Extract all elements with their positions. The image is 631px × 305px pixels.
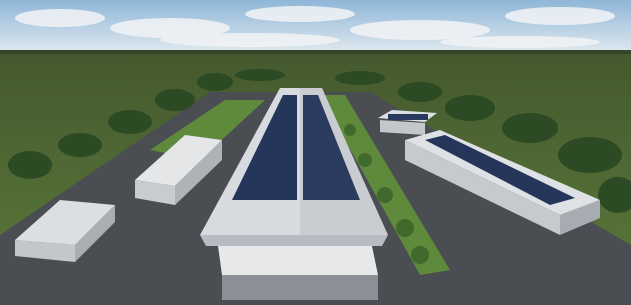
roof-eave xyxy=(200,235,388,246)
scene-render xyxy=(0,0,631,305)
front-canopy xyxy=(218,246,378,275)
front-wall xyxy=(222,275,378,300)
solar-panels xyxy=(388,114,428,120)
horizon-trees xyxy=(0,50,631,54)
page: (() => { const data = JSON.parse(documen… xyxy=(0,0,631,305)
